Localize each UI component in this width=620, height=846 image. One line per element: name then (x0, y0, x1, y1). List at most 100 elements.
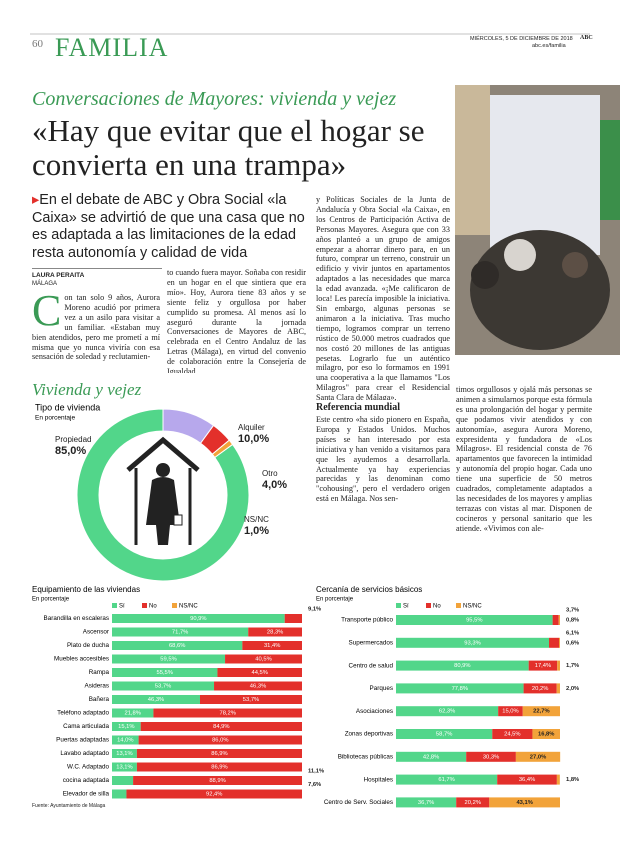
date: MIÉRCOLES, 5 DE DICIEMBRE DE 2018 (470, 36, 573, 42)
legend-label: NS/NC (463, 604, 482, 610)
brand: ABC (580, 35, 593, 41)
chart-title: Cercanía de servicios básicos (316, 585, 422, 594)
category-label: Barandilla en escaleras (44, 615, 109, 622)
house-walls (134, 468, 192, 545)
category-label: Rampa (89, 669, 110, 676)
legend-swatch (456, 603, 461, 608)
value-label: 58,7% (436, 732, 452, 738)
bar-segment (396, 660, 529, 671)
value-label: 0,8% (566, 618, 579, 624)
value-label: 53,7% (243, 697, 259, 703)
value-label: 88,9% (209, 778, 225, 784)
value-label: 9,1% (308, 607, 321, 613)
slice-value: 4,0% (262, 479, 287, 491)
value-label: 86,9% (211, 765, 227, 771)
chart-title: Equipamiento de las viviendas (32, 585, 140, 594)
bar-segment (466, 751, 516, 762)
category-label: Centro de salud (349, 662, 394, 669)
legend-swatch (142, 603, 147, 608)
lede: ▸En el debate de ABC y Obra Social «la C… (32, 192, 307, 262)
bar-segment (492, 729, 533, 739)
value-label: 1,7% (566, 663, 579, 669)
slice-label: NS/NC (244, 515, 269, 524)
category-label: Hospitales (364, 776, 393, 783)
slice-value: 85,0% (55, 445, 86, 457)
bar-segment (552, 615, 559, 625)
value-label: 24,5% (504, 732, 520, 738)
value-label: 86,9% (211, 751, 227, 757)
value-label: 86,0% (212, 738, 228, 744)
value-label: 43,1% (516, 800, 532, 806)
value-label: 62,3% (439, 709, 455, 715)
category-label: Elevador de silla (63, 791, 110, 798)
photo-head (471, 261, 499, 289)
bar-segment (112, 749, 137, 758)
category-label: Bañera (89, 696, 110, 703)
category-label: Centro de Serv. Sociales (324, 799, 393, 806)
category-label: Ascensor (83, 629, 109, 636)
bar-segment (396, 797, 457, 808)
value-label: 16,8% (538, 732, 554, 738)
bar-segment (396, 774, 498, 785)
value-label: 27,0% (530, 754, 546, 760)
bar-segment (396, 683, 524, 694)
photo-flag (600, 120, 620, 220)
bar-segment (112, 654, 226, 664)
photo-audience (470, 230, 610, 350)
chart-subtitle: En porcentaje (32, 597, 70, 603)
legend-swatch (172, 603, 177, 608)
legend-label: Sí (403, 604, 409, 610)
url: abc.es/familia (532, 43, 566, 49)
bar-segment (532, 729, 560, 739)
category-label: Transporte público (341, 617, 393, 624)
bar-segment (136, 762, 302, 772)
house-icon (126, 436, 200, 545)
bar-segment (126, 789, 302, 799)
bar-segment (112, 614, 285, 623)
bar-segment (456, 797, 490, 808)
bar-segment (497, 774, 557, 785)
photo-banner (490, 95, 600, 255)
value-label: 14,0% (117, 738, 133, 744)
bar-segment (557, 660, 560, 671)
bar-segment (136, 749, 302, 758)
graphic-title: Vivienda y vejez (32, 380, 142, 399)
category-label: Zonas deportivas (345, 731, 393, 738)
bar-segment (138, 735, 302, 745)
value-label: 7,6% (308, 782, 321, 788)
bar-segment (199, 695, 302, 704)
category-label: cocina adaptada (63, 777, 110, 784)
photo-head (562, 252, 588, 278)
value-label: 13,1% (116, 765, 132, 771)
value-label: 46,3% (250, 684, 266, 690)
house-roof (126, 436, 200, 472)
category-label: Supermercados (349, 639, 393, 646)
bar-segment (559, 637, 560, 648)
bar-segment (556, 683, 560, 694)
lede-marker: ▸ (32, 192, 40, 208)
source: Fuente: Ayuntamiento de Málaga (32, 803, 106, 809)
chart-subtitle: En porcentaje (316, 597, 354, 603)
body-column: timos orgullosos y ojalá más personas se… (456, 385, 592, 533)
value-label: 40,5% (255, 657, 271, 663)
bar-segment (515, 751, 561, 762)
bar-segment (112, 722, 141, 731)
value-label: 92,4% (206, 792, 222, 798)
bar-segment (396, 706, 499, 717)
slice-label: Propiedad (55, 435, 91, 444)
value-label: 77,8% (452, 686, 468, 692)
category-label: W.C. Adaptado (67, 764, 110, 771)
value-label: 20,2% (532, 686, 548, 692)
lede-text: En el debate de ABC y Obra Social «la Ca… (32, 192, 305, 261)
section-title: FAMILIA (55, 33, 169, 62)
chart-subtitle: En porcentaje (35, 415, 75, 422)
body-column: y Políticas Sociales de la Junta de Anda… (316, 195, 450, 400)
bar-segment (522, 706, 560, 717)
slice-label: Alquiler (238, 423, 265, 432)
bar-segment (498, 706, 523, 717)
category-label: Lavabo adaptado (60, 750, 109, 757)
value-label: 15,1% (118, 724, 134, 730)
value-label: 68,6% (169, 643, 185, 649)
value-label: 53,7% (155, 684, 171, 690)
bar-segment (112, 708, 154, 718)
